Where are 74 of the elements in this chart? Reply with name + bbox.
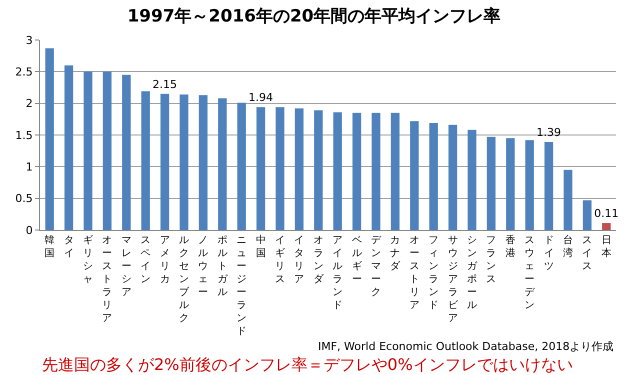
bar [468,130,476,230]
bar [506,138,515,230]
y-tick-label: 2 [26,97,33,110]
bar [160,94,170,230]
y-tick-label: 0.5 [15,192,33,206]
x-tick-label: 韓国 [44,234,55,259]
x-tick-label: ドイツ [544,235,554,272]
bar [102,72,112,230]
bar [390,112,400,230]
y-tick-label: 3 [26,34,33,47]
bar [429,122,438,230]
bar [237,102,246,230]
bar [198,95,208,230]
x-tick-label: アイルランド [332,235,343,311]
bar [372,112,380,230]
x-tick-label: アメリカ [160,235,170,285]
bar [276,107,284,230]
bar [486,136,496,230]
y-tick-label: 1.5 [15,128,33,142]
chart-title: 1997年～2016年の20年間の年平均インフレ率 [127,6,501,26]
x-tick-label: サウジアラビア [448,235,459,324]
bar [84,72,92,230]
bar [410,121,419,230]
bar [544,142,554,230]
bar [64,65,74,230]
x-tick-label: ベルギー [352,235,362,285]
bar [180,94,188,230]
bar [218,98,227,230]
x-tick-label: スペイン [140,235,151,285]
x-tick-label: カナダ [390,235,402,272]
x-tick-label: ポルトガル [217,235,228,298]
bar [256,107,266,230]
x-tick-label: マレーシア [121,235,132,298]
data-label: 1.39 [536,126,562,139]
x-tick-label: ギリシャ [83,234,93,285]
x-tick-label: オーストリア [409,235,420,311]
x-tick-label: スウェーデン [524,235,536,311]
bar [314,110,323,230]
y-tick-label: 0 [26,224,33,237]
data-label: 1.94 [248,91,274,104]
x-tick-label: イギリス [275,235,285,285]
x-tick-label: シンガポール [467,235,478,311]
x-tick-label: ノルウェー [198,235,208,298]
bar [122,74,131,230]
x-tick-label: オーストラリア [102,235,112,324]
y-tick-label: 2.5 [15,66,33,79]
x-tick-label: タイ [64,235,74,259]
x-tick-label: フィンランド [428,235,439,311]
x-tick-label: 中国 [256,234,266,259]
x-tick-label: スイス [582,235,592,272]
bar [294,108,304,230]
x-tick-label: 日本 [601,235,612,259]
x-tick-label: ニュージーランド [236,235,247,337]
x-tick-label: イタリア [294,235,304,285]
data-label: 2.15 [152,78,178,91]
x-tick-label: 香港 [505,234,516,259]
x-tick-label: フランス [486,235,496,285]
data-label: 0.11 [594,207,619,220]
bar [525,140,534,230]
x-tick-label: オランダ [313,235,324,285]
bar [582,200,592,230]
bar [141,91,150,230]
text: 先進国の多くが2%前後のインフレ率＝デフレや0%インフレではいけない [42,355,573,374]
bar [352,112,362,230]
x-tick-label: デンマーク [371,235,382,298]
bar [333,112,342,230]
x-tick-label: ルクセンブルク [179,235,190,324]
bar [602,223,611,230]
bar [564,170,572,230]
bar [45,48,54,230]
bar [448,124,458,230]
y-tick-label: 1 [26,160,33,174]
x-tick-label: 台湾 [563,234,573,259]
text: IMF, World Economic Outlook Database, 2018より作成 [318,340,614,353]
